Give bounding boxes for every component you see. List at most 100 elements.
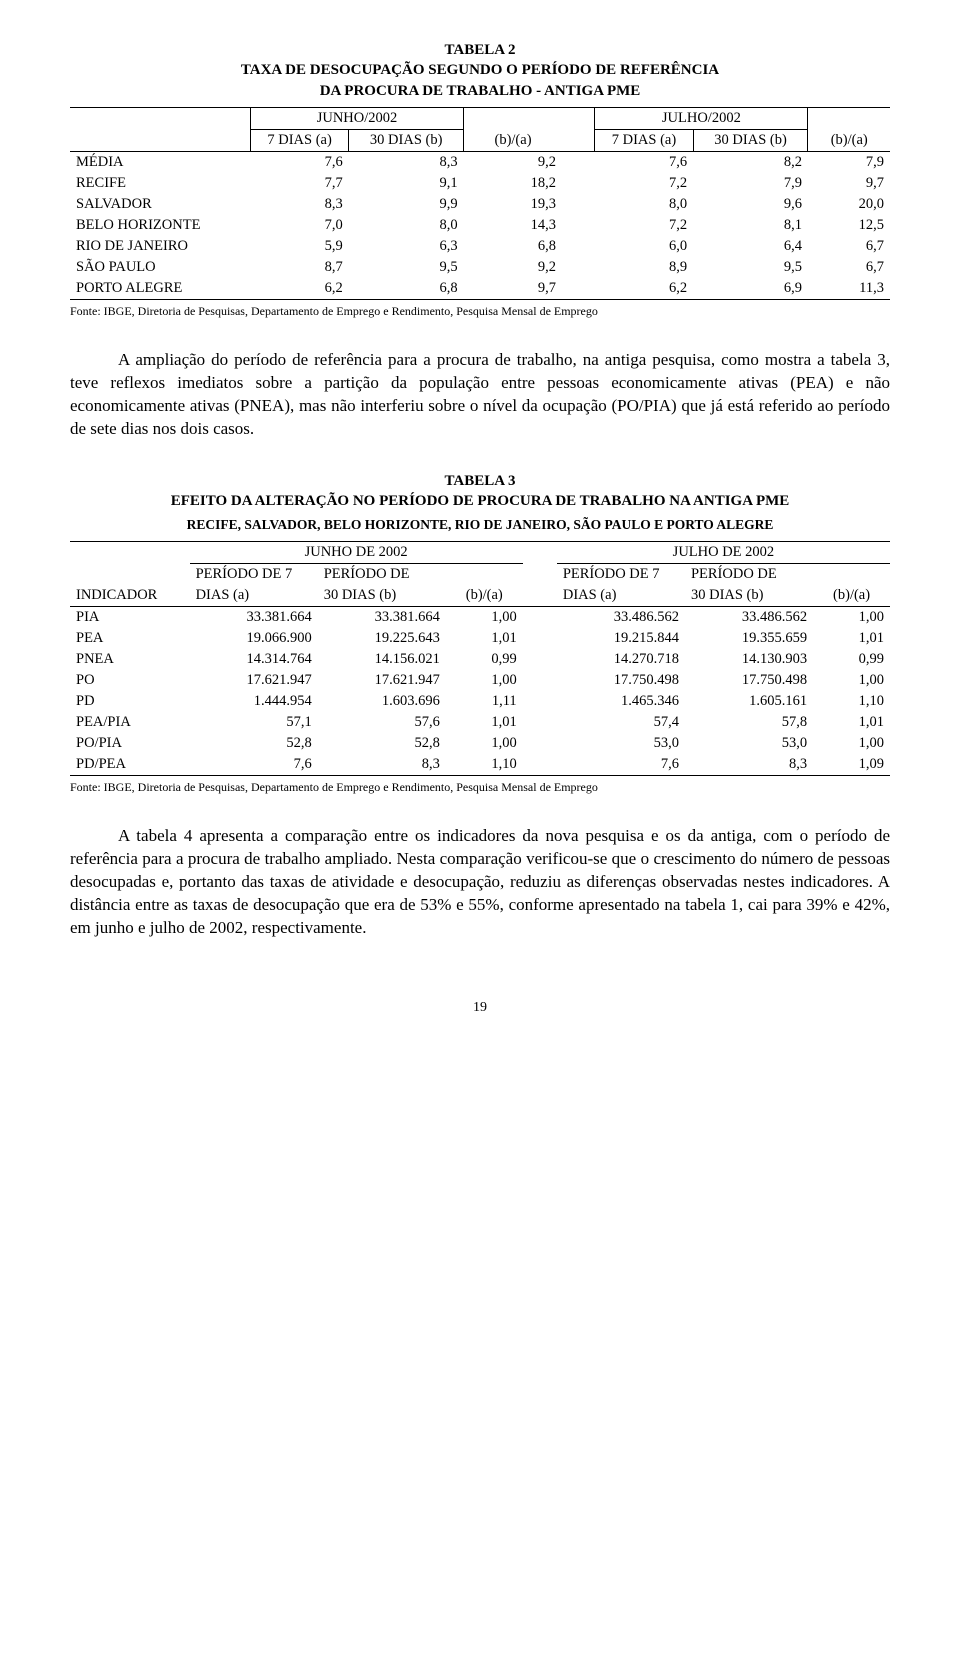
cell: 33.381.664 xyxy=(190,607,318,629)
cell: 8,2 xyxy=(693,151,808,173)
cell: 52,8 xyxy=(318,733,446,754)
table3-title-line1: TABELA 3 xyxy=(70,471,890,491)
cell: 8,3 xyxy=(685,754,813,776)
cell: 14.314.764 xyxy=(190,649,318,670)
cell: 1,10 xyxy=(813,691,890,712)
cell: 6,3 xyxy=(349,236,464,257)
row-label: RIO DE JANEIRO xyxy=(70,236,250,257)
row-label: PIA xyxy=(70,607,190,629)
cell: 33.381.664 xyxy=(318,607,446,629)
table2-col-30dias-b-2: 30 DIAS (b) xyxy=(693,129,808,151)
cell: 14,3 xyxy=(464,215,562,236)
cell: 7,9 xyxy=(693,173,808,194)
cell: 19,3 xyxy=(464,194,562,215)
cell: 6,2 xyxy=(595,278,693,300)
cell: 8,1 xyxy=(693,215,808,236)
cell: 33.486.562 xyxy=(685,607,813,629)
table3-col30a-1: PERÍODO DE xyxy=(318,564,446,586)
cell: 52,8 xyxy=(190,733,318,754)
table-row: PORTO ALEGRE6,26,89,76,26,911,3 xyxy=(70,278,890,300)
table2-period1: JUNHO/2002 xyxy=(250,107,463,129)
cell: 0,99 xyxy=(446,649,523,670)
row-label: SÃO PAULO xyxy=(70,257,250,278)
table-row: PD/PEA7,68,31,107,68,31,09 xyxy=(70,754,890,776)
cell: 9,1 xyxy=(349,173,464,194)
cell: 6,8 xyxy=(349,278,464,300)
table-row: BELO HORIZONTE7,08,014,37,28,112,5 xyxy=(70,215,890,236)
table-row: PIA33.381.66433.381.6641,0033.486.56233.… xyxy=(70,607,890,629)
table3-col30a-2: PERÍODO DE xyxy=(685,564,813,586)
paragraph-2: A tabela 4 apresenta a comparação entre … xyxy=(70,825,890,940)
cell: 9,7 xyxy=(808,173,890,194)
cell: 7,6 xyxy=(250,151,348,173)
cell: 8,3 xyxy=(349,151,464,173)
table-row: SALVADOR8,39,919,38,09,620,0 xyxy=(70,194,890,215)
cell: 9,7 xyxy=(464,278,562,300)
table2-col-7dias-a-2: 7 DIAS (a) xyxy=(595,129,693,151)
cell: 57,8 xyxy=(685,712,813,733)
table3-col7b-2: DIAS (a) xyxy=(557,585,685,607)
table2-title-line3: DA PROCURA DE TRABALHO - ANTIGA PME xyxy=(70,81,890,101)
cell: 0,99 xyxy=(813,649,890,670)
row-label: PEA/PIA xyxy=(70,712,190,733)
cell: 1,10 xyxy=(446,754,523,776)
row-label: PD xyxy=(70,691,190,712)
table3-col7a-2: PERÍODO DE 7 xyxy=(557,564,685,586)
cell: 53,0 xyxy=(557,733,685,754)
table-row: PNEA14.314.76414.156.0210,9914.270.71814… xyxy=(70,649,890,670)
cell: 6,8 xyxy=(464,236,562,257)
cell: 7,6 xyxy=(557,754,685,776)
cell: 6,7 xyxy=(808,257,890,278)
cell: 9,2 xyxy=(464,151,562,173)
cell: 7,7 xyxy=(250,173,348,194)
cell: 6,0 xyxy=(595,236,693,257)
cell: 1,00 xyxy=(446,607,523,629)
cell: 1,09 xyxy=(813,754,890,776)
cell: 7,6 xyxy=(190,754,318,776)
cell: 1.444.954 xyxy=(190,691,318,712)
table3-col30b-1: 30 DIAS (b) xyxy=(318,585,446,607)
table2-title-line1: TABELA 2 xyxy=(70,40,890,60)
cell: 14.130.903 xyxy=(685,649,813,670)
table3-subtitle: RECIFE, SALVADOR, BELO HORIZONTE, RIO DE… xyxy=(70,517,890,533)
cell: 17.621.947 xyxy=(318,670,446,691)
row-label: PORTO ALEGRE xyxy=(70,278,250,300)
row-label: PD/PEA xyxy=(70,754,190,776)
cell: 19.066.900 xyxy=(190,628,318,649)
table-row: PEA/PIA57,157,61,0157,457,81,01 xyxy=(70,712,890,733)
cell: 1,01 xyxy=(446,712,523,733)
table-row: SÃO PAULO8,79,59,28,99,56,7 xyxy=(70,257,890,278)
table2-col-ratio-2: (b)/(a) xyxy=(808,129,890,151)
table3-col7a-1: PERÍODO DE 7 xyxy=(190,564,318,586)
cell: 1,01 xyxy=(446,628,523,649)
cell: 57,6 xyxy=(318,712,446,733)
table3-indicador-header: INDICADOR xyxy=(70,585,190,607)
cell: 12,5 xyxy=(808,215,890,236)
cell: 1,00 xyxy=(813,607,890,629)
table-row: RIO DE JANEIRO5,96,36,86,06,46,7 xyxy=(70,236,890,257)
cell: 9,2 xyxy=(464,257,562,278)
table2-source: Fonte: IBGE, Diretoria de Pesquisas, Dep… xyxy=(70,304,890,319)
table-row: RECIFE7,79,118,27,27,99,7 xyxy=(70,173,890,194)
cell: 17.750.498 xyxy=(557,670,685,691)
cell: 8,3 xyxy=(250,194,348,215)
table-row: PD1.444.9541.603.6961,111.465.3461.605.1… xyxy=(70,691,890,712)
table2-title: TABELA 2 TAXA DE DESOCUPAÇÃO SEGUNDO O P… xyxy=(70,40,890,101)
row-label: RECIFE xyxy=(70,173,250,194)
row-label: PNEA xyxy=(70,649,190,670)
cell: 1.603.696 xyxy=(318,691,446,712)
cell: 1,11 xyxy=(446,691,523,712)
table3-title: TABELA 3 EFEITO DA ALTERAÇÃO NO PERÍODO … xyxy=(70,471,890,512)
cell: 1,00 xyxy=(446,733,523,754)
table2-col-30dias-b: 30 DIAS (b) xyxy=(349,129,464,151)
table3-body: PIA33.381.66433.381.6641,0033.486.56233.… xyxy=(70,607,890,776)
table-row: MÉDIA7,68,39,27,68,27,9 xyxy=(70,151,890,173)
table3-col30b-2: 30 DIAS (b) xyxy=(685,585,813,607)
table-row: PO/PIA52,852,81,0053,053,01,00 xyxy=(70,733,890,754)
cell: 1,00 xyxy=(813,670,890,691)
cell: 17.750.498 xyxy=(685,670,813,691)
cell: 14.270.718 xyxy=(557,649,685,670)
cell: 9,9 xyxy=(349,194,464,215)
cell: 33.486.562 xyxy=(557,607,685,629)
cell: 14.156.021 xyxy=(318,649,446,670)
